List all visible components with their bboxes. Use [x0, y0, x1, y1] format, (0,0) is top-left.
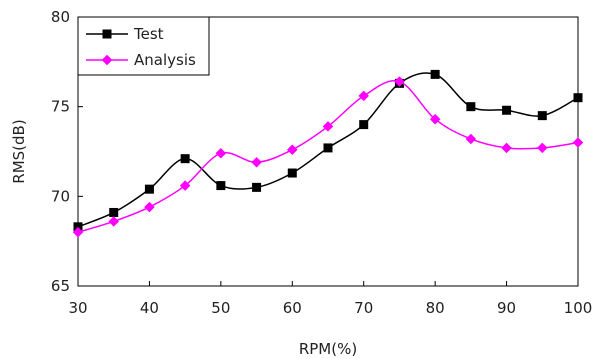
data-point-analysis: [536, 142, 548, 154]
x-tick-label: 40: [140, 299, 159, 317]
data-point-test: [502, 105, 512, 115]
x-axis-label: RPM(%): [299, 340, 357, 358]
data-point-test: [359, 120, 369, 130]
legend-box: [77, 16, 210, 76]
data-point-analysis: [394, 76, 405, 87]
data-point-analysis: [465, 133, 477, 145]
data-point-test: [466, 102, 476, 112]
x-tick-label: 70: [354, 299, 373, 317]
legend-swatch-marker-analysis: [101, 54, 113, 66]
data-point-analysis: [144, 201, 155, 213]
data-point-test: [109, 207, 119, 217]
data-point-analysis: [72, 226, 84, 238]
data-point-analysis: [501, 142, 512, 154]
data-point-test: [144, 184, 154, 194]
data-point-analysis: [179, 180, 191, 191]
data-point-test: [430, 69, 440, 79]
data-point-analysis: [251, 156, 262, 168]
data-point-analysis: [108, 216, 120, 227]
data-point-analysis: [215, 147, 227, 159]
data-point-test: [537, 111, 547, 121]
data-point-analysis: [429, 113, 441, 125]
x-tick-label: 60: [283, 299, 302, 317]
data-point-test: [323, 143, 333, 153]
x-tick-label: 50: [211, 299, 230, 317]
data-point-analysis: [358, 90, 370, 102]
y-tick-label: 80: [51, 8, 70, 26]
data-point-test: [216, 181, 226, 191]
legend-label-test: Test: [133, 25, 164, 43]
legend-swatch-marker-test: [102, 29, 112, 39]
data-point-analysis: [572, 137, 584, 148]
data-point-test: [180, 154, 190, 164]
y-tick-label: 75: [51, 98, 70, 116]
y-axis-label: RMS(dB): [10, 119, 28, 183]
plot-frame: [77, 16, 579, 287]
data-point-analysis: [322, 121, 334, 132]
x-tick-label: 90: [497, 299, 516, 317]
x-tick-label: 30: [68, 299, 87, 317]
x-tick-label: 80: [426, 299, 445, 317]
data-point-test: [573, 93, 583, 103]
data-point-analysis: [286, 144, 298, 156]
data-point-test: [252, 182, 262, 192]
x-tick-label: 100: [564, 299, 593, 317]
y-tick-label: 70: [51, 187, 70, 205]
legend-label-analysis: Analysis: [134, 51, 196, 69]
y-tick-label: 65: [51, 277, 70, 295]
series-line-analysis: [77, 80, 579, 233]
data-point-test: [287, 168, 297, 178]
